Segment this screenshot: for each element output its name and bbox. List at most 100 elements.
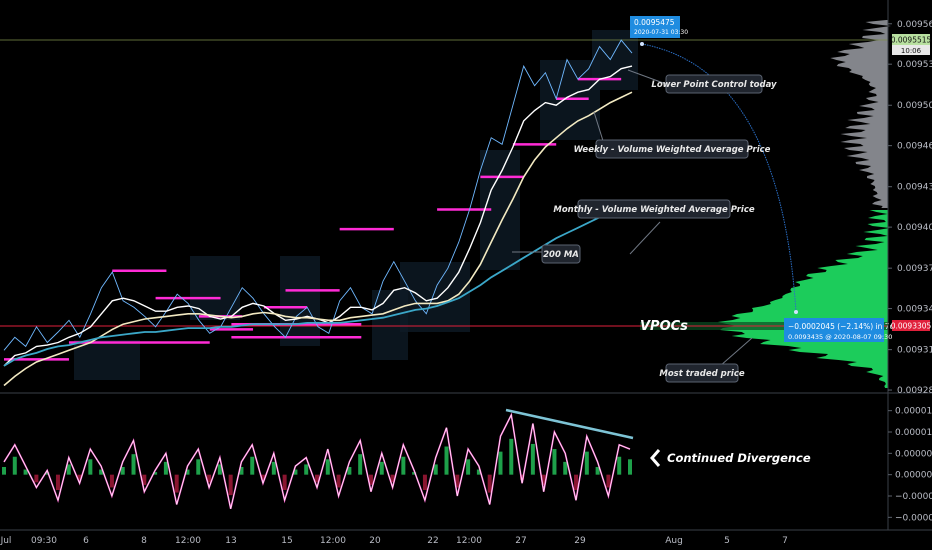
oscillator-bar-54 xyxy=(584,451,589,475)
time-axis-ticks: Jul 09:30 6 8 12:00 13 15 12:00 20 22 12:00 27 29 Aug… xyxy=(0,536,788,546)
projection-arc xyxy=(641,43,797,313)
oscillator-bar-20 xyxy=(217,464,222,475)
oscillator-bar-44 xyxy=(476,469,481,475)
oscillator-bar-47 xyxy=(509,438,514,475)
oscillator-bar-6 xyxy=(66,464,71,475)
time-tick-label-8: 20 xyxy=(369,536,381,546)
annotation-lower-point-control: Lower Point Control today xyxy=(651,74,777,94)
oscillator-bar-48 xyxy=(520,474,525,480)
oscillator-bar-40 xyxy=(433,464,438,475)
oscillator-bar-11 xyxy=(120,466,125,475)
oscillator-bar-28 xyxy=(304,464,309,475)
oscillator-bar-36 xyxy=(390,474,395,483)
price-tick-label-8: 0.0093125 xyxy=(897,346,932,356)
oscillator-bar-56 xyxy=(606,474,611,488)
oscillator-bar-35 xyxy=(379,461,384,475)
oscillator-bar-41 xyxy=(444,446,449,475)
oscillator-bar-5 xyxy=(55,474,60,491)
svg-text:0.0095475: 0.0095475 xyxy=(634,18,675,27)
time-tick-label-3: 8 xyxy=(141,536,147,546)
session-box-7 xyxy=(592,30,638,90)
time-tick-label-5: 13 xyxy=(225,536,236,546)
oscillator-bar-43 xyxy=(466,459,471,475)
projection-start-dot xyxy=(640,42,644,46)
osc-tick-label-1: 0.0000100 xyxy=(895,428,932,438)
svg-text:Most traded price: Most traded price xyxy=(659,369,744,379)
price-tick-label-0: 0.0095625 xyxy=(897,20,932,30)
oscillator-bar-39 xyxy=(422,474,427,491)
chevron-left-icon xyxy=(650,449,661,467)
time-tick-label-13: Aug xyxy=(665,536,683,546)
svg-text:Monthly - Volume Weighted Aver: Monthly - Volume Weighted Average Price xyxy=(553,205,754,215)
oscillator-bar-55 xyxy=(595,466,600,475)
oscillator-bar-2 xyxy=(23,469,28,475)
oscillator-bar-58 xyxy=(628,459,632,475)
oscillator-bar-26 xyxy=(282,474,287,491)
series-line-2 xyxy=(3,91,633,387)
oscillator-bar-7 xyxy=(77,474,82,480)
vpoc-label: VPOCs xyxy=(640,319,688,334)
svg-text:0.0095515: 0.0095515 xyxy=(891,36,932,45)
oscillator-bar-10 xyxy=(109,474,114,488)
oscillator-bar-46 xyxy=(498,451,503,475)
osc-tick-label-3: 0.0000000 xyxy=(895,471,932,481)
osc-tick-label-0: 0.0000150 xyxy=(895,407,932,417)
oscillator-bar-30 xyxy=(325,459,330,475)
volume-profile-lower xyxy=(717,210,890,388)
volume-profile-upper xyxy=(830,20,891,208)
current-price-tag: 0.0095515 10:06 xyxy=(891,34,932,55)
oscillator-bar-15 xyxy=(163,461,168,475)
oscillator-bar-18 xyxy=(196,459,201,475)
price-tick-label-6: 0.0093750 xyxy=(897,264,932,274)
projection-tooltip: −0.0002045 (−2.14%) in 7d 6h 0.0093435 @… xyxy=(784,318,906,342)
price-tick-label-3: 0.0094690 xyxy=(897,142,932,152)
session-box-0 xyxy=(74,340,140,380)
price-tick-label-7: 0.0093440 xyxy=(897,305,932,315)
projection-end-dot xyxy=(794,310,798,314)
annotation-most-traded-price: Most traded price xyxy=(659,363,745,383)
oscillator-bar-22 xyxy=(239,466,244,475)
annotation-200-ma: 200 MA xyxy=(541,244,581,264)
oscillator-bar-19 xyxy=(207,474,212,483)
oscillator-bar-34 xyxy=(368,474,373,485)
oscillator-bar-27 xyxy=(293,469,298,475)
divergence-label: Continued Divergence xyxy=(667,451,811,465)
svg-text:2020-07-31 03:30: 2020-07-31 03:30 xyxy=(634,29,688,36)
series-line-0 xyxy=(3,39,633,351)
price-tick-label-9: 0.0092815 xyxy=(897,386,932,396)
oscillator-bar-4 xyxy=(45,472,50,475)
svg-text:10:06: 10:06 xyxy=(901,47,922,55)
oscillator-bar-37 xyxy=(401,456,406,475)
oscillator-bar-52 xyxy=(563,461,568,475)
divergence-line xyxy=(505,408,634,440)
time-tick-label-1: 09:30 xyxy=(31,536,57,546)
callout-line-most-traded xyxy=(719,337,753,367)
time-tick-label-12: 29 xyxy=(574,536,586,546)
oscillator-bar-3 xyxy=(34,474,39,483)
oscillator-bar-53 xyxy=(574,474,579,491)
price-series xyxy=(3,39,633,387)
series-line-3 xyxy=(3,202,633,367)
vpoc-price-tag: 0.0093305 xyxy=(891,320,932,331)
time-tick-label-0: Jul xyxy=(0,536,11,546)
time-tick-label-15: 7 xyxy=(782,536,788,546)
oscillator-panel xyxy=(2,412,632,509)
oscillator-bar-8 xyxy=(88,459,93,475)
oscillator-bar-51 xyxy=(552,449,557,475)
osc-tick-label-5: −0.0000100 xyxy=(895,513,932,523)
oscillator-bar-29 xyxy=(315,474,319,483)
oscillator-bar-21 xyxy=(228,474,233,496)
session-box-6 xyxy=(540,60,600,140)
oscillator-bar-57 xyxy=(617,456,622,475)
annotation-weekly-vwap: Weekly - Volume Weighted Average Price xyxy=(574,139,771,159)
oscillator-axis-ticks: 0.0000150 0.0000100 0.0000050 0.0000000 −0.0… xyxy=(888,407,932,523)
callout-line-wvwap xyxy=(593,111,605,145)
oscillator-bar-9 xyxy=(99,469,104,475)
oscillator-bar-16 xyxy=(174,474,179,493)
svg-text:0.0093435 @ 2020-08-07 09:30: 0.0093435 @ 2020-08-07 09:30 xyxy=(788,333,892,341)
svg-text:−0.0002045 (−2.14%) in 7d 6h: −0.0002045 (−2.14%) in 7d 6h xyxy=(788,322,906,331)
oscillator-bar-31 xyxy=(336,474,341,488)
oscillator-bar-1 xyxy=(12,456,17,475)
time-tick-label-2: 6 xyxy=(83,536,89,546)
